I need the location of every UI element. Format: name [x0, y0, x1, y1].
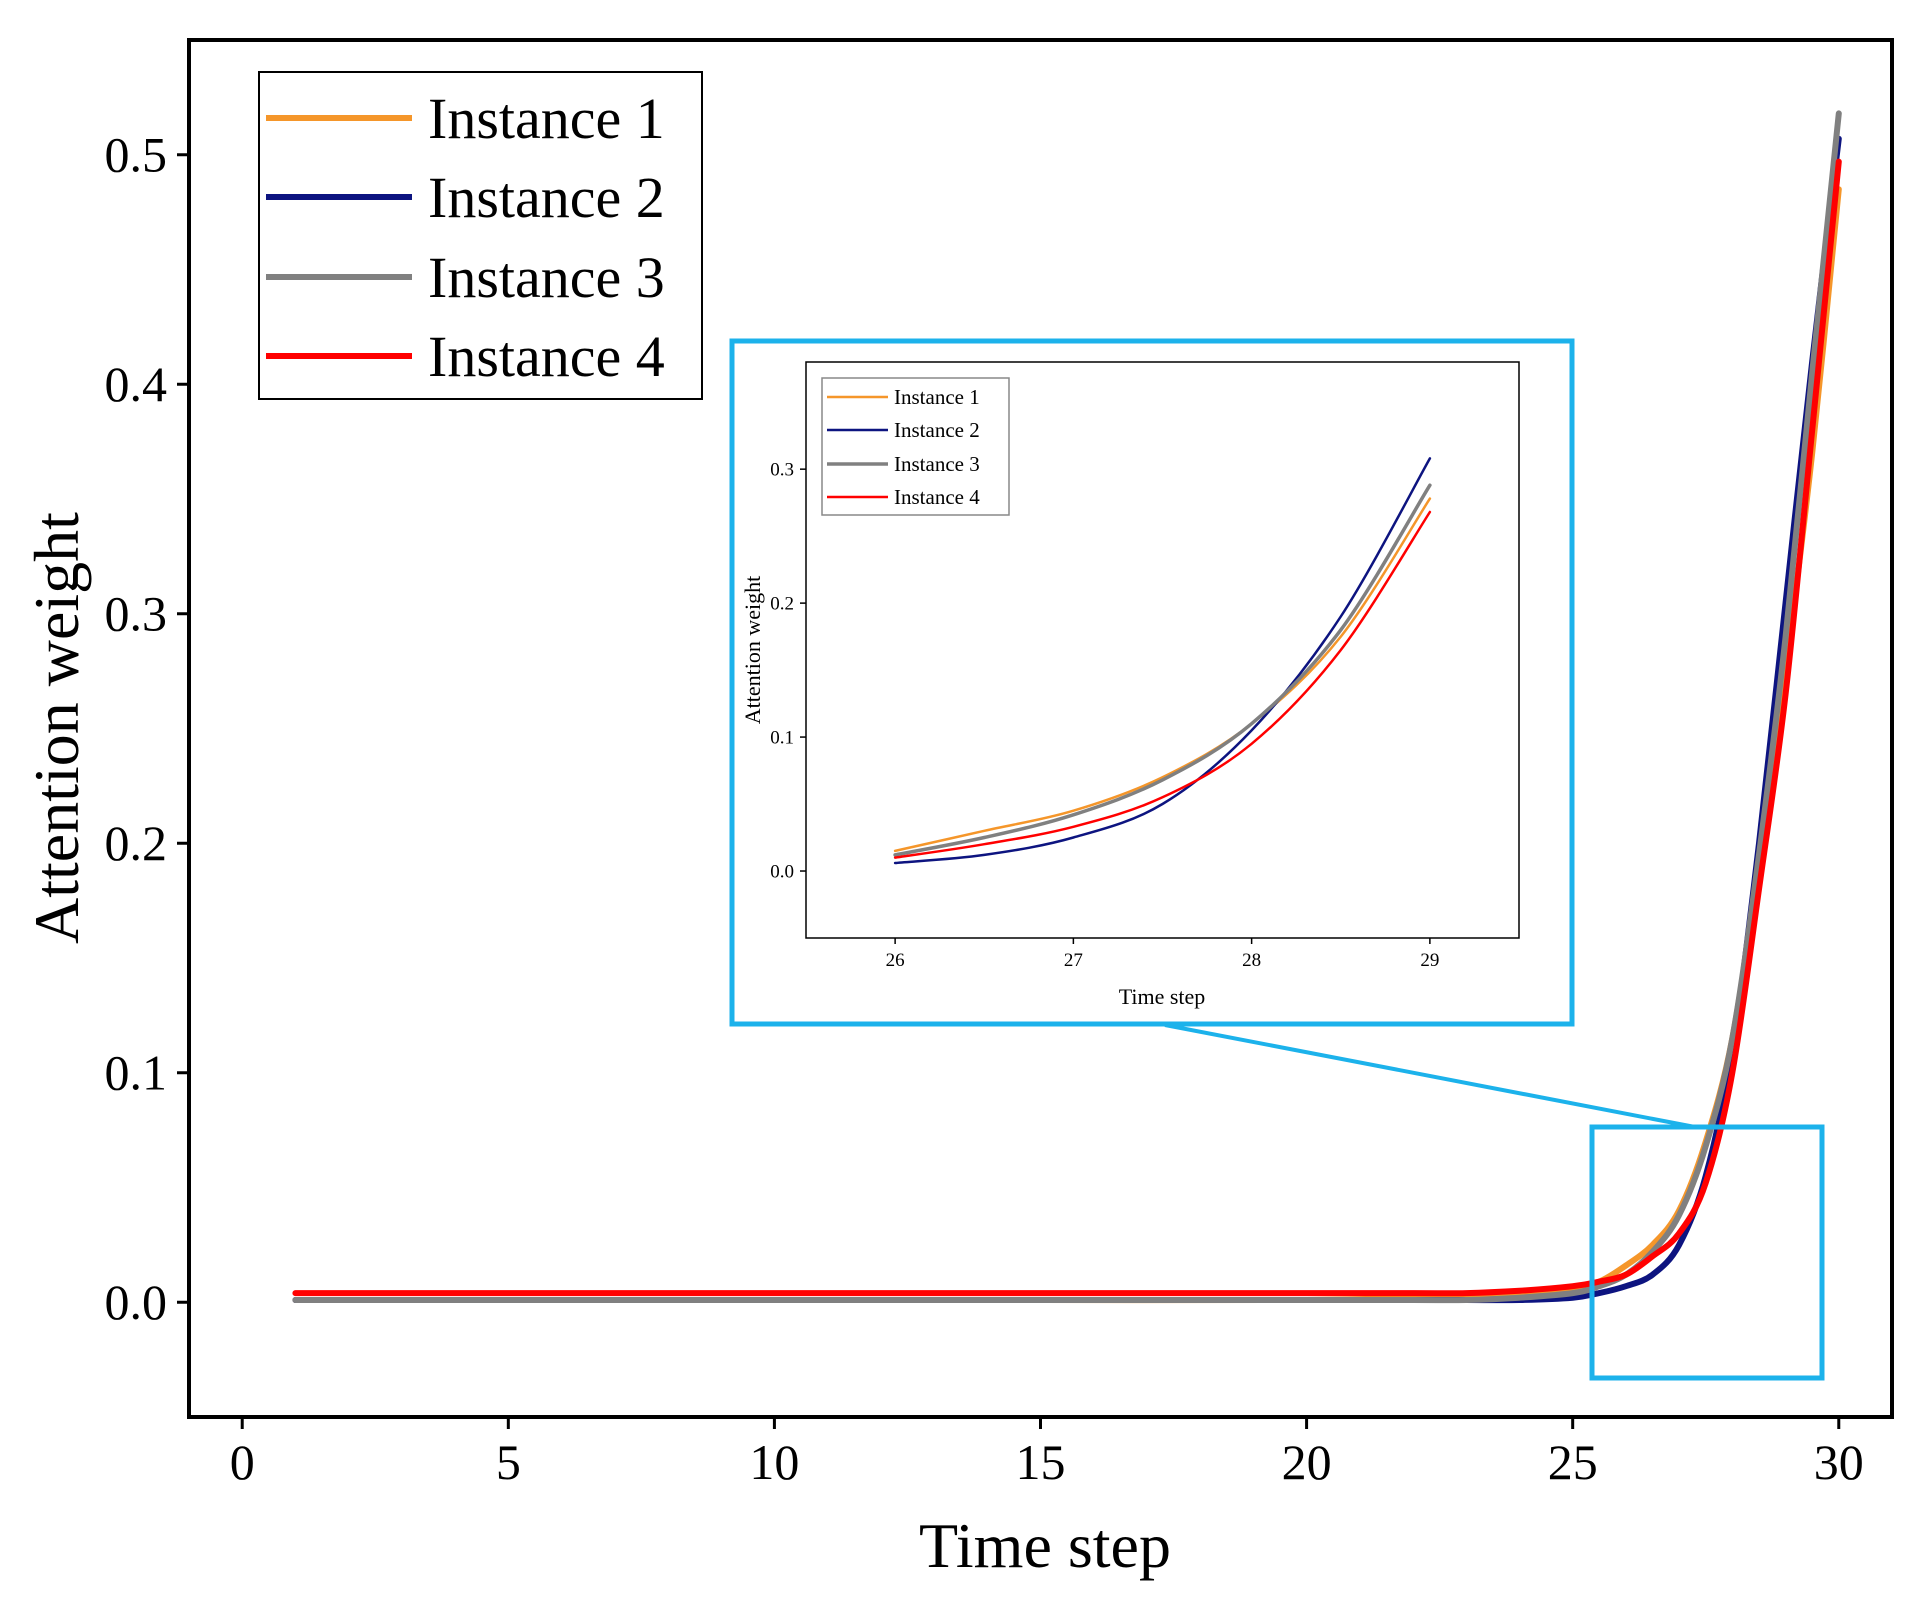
- main-legend-label-instance-3: Instance 3: [428, 245, 665, 310]
- main-series-line-instance-4: [292, 158, 1842, 1297]
- inset-series-line-instance-4: [893, 510, 1432, 859]
- inset-series-line-instance-2: [893, 457, 1432, 865]
- inset-series-line-instance-3: [893, 483, 1432, 857]
- inset-series-lines: [893, 457, 1432, 865]
- zoom-connector-line: [1164, 1023, 1696, 1129]
- inset-chart: 26 27 28 29 0.0 0.1 0.2 0.3 Time step Attentio…: [729, 338, 1575, 1027]
- inset-y-axis-label: Attention weight: [740, 576, 765, 724]
- main-x-axis-label: Time step: [919, 1510, 1171, 1581]
- zoom-highlight: [1164, 1023, 1825, 1381]
- inset-x-tick-label: 29: [1420, 950, 1439, 971]
- inset-series-line-instance-1: [893, 497, 1432, 853]
- main-y-tick-label: 0.2: [105, 815, 168, 871]
- main-x-tick-label: 15: [1016, 1434, 1066, 1490]
- inset-legend-label-instance-1: Instance 1: [894, 385, 980, 409]
- main-y-tick-label: 0.1: [105, 1044, 168, 1100]
- main-x-tick-label: 5: [496, 1434, 521, 1490]
- inset-y-tick-label: 0.2: [770, 593, 794, 614]
- main-x-tick-label: 0: [230, 1434, 255, 1490]
- main-legend-label-instance-4: Instance 4: [428, 324, 665, 389]
- main-x-tick-label: 20: [1282, 1434, 1332, 1490]
- inset-legend-frame: [821, 377, 1010, 516]
- inset-x-tick-label: 26: [886, 950, 905, 971]
- inset-x-axis-label: Time step: [1119, 984, 1206, 1009]
- inset-legend: Instance 1 Instance 2 Instance 3 Instanc…: [821, 377, 1010, 516]
- main-chart: 0 5 10 15 20 25 30 0.0 0.1 0.2 0.3 0.4 0.5 Time ste…: [21, 38, 1894, 1581]
- main-x-tick-label: 25: [1548, 1434, 1598, 1490]
- main-y-axis-label: Attention weight: [21, 512, 92, 944]
- inset-y-axis: 0.0 0.1 0.2 0.3: [770, 459, 806, 882]
- inset-plot-frame: [805, 361, 1520, 939]
- main-y-axis: 0.0 0.1 0.2 0.3 0.4 0.5: [105, 126, 189, 1330]
- main-legend-frame: [258, 71, 703, 400]
- inset-x-axis: 26 27 28 29: [886, 938, 1439, 971]
- main-legend: Instance 1 Instance 2 Instance 3 Instanc…: [258, 71, 703, 400]
- main-y-tick-label: 0.3: [105, 585, 168, 641]
- zoom-region-box: [1589, 1124, 1825, 1381]
- inset-x-tick-label: 28: [1242, 950, 1261, 971]
- inset-y-tick-label: 0.0: [770, 861, 794, 882]
- main-x-axis: 0 5 10 15 20 25 30: [230, 1417, 1864, 1490]
- inset-y-tick-label: 0.1: [770, 727, 794, 748]
- main-y-tick-label: 0.4: [105, 356, 168, 412]
- inset-legend-label-instance-2: Instance 2: [894, 418, 980, 442]
- main-legend-label-instance-1: Instance 1: [428, 86, 665, 151]
- inset-y-tick-label: 0.3: [770, 459, 794, 480]
- inset-legend-label-instance-3: Instance 3: [894, 452, 980, 476]
- main-y-tick-label: 0.5: [105, 126, 168, 182]
- main-legend-label-instance-2: Instance 2: [428, 165, 665, 230]
- main-series-line-instance-3: [292, 110, 1842, 1304]
- main-x-tick-label: 10: [749, 1434, 799, 1490]
- main-series-lines: [292, 110, 1842, 1304]
- inset-x-tick-label: 27: [1064, 950, 1083, 971]
- main-y-tick-label: 0.0: [105, 1274, 168, 1330]
- inset-legend-label-instance-4: Instance 4: [894, 485, 980, 509]
- main-x-tick-label: 30: [1814, 1434, 1864, 1490]
